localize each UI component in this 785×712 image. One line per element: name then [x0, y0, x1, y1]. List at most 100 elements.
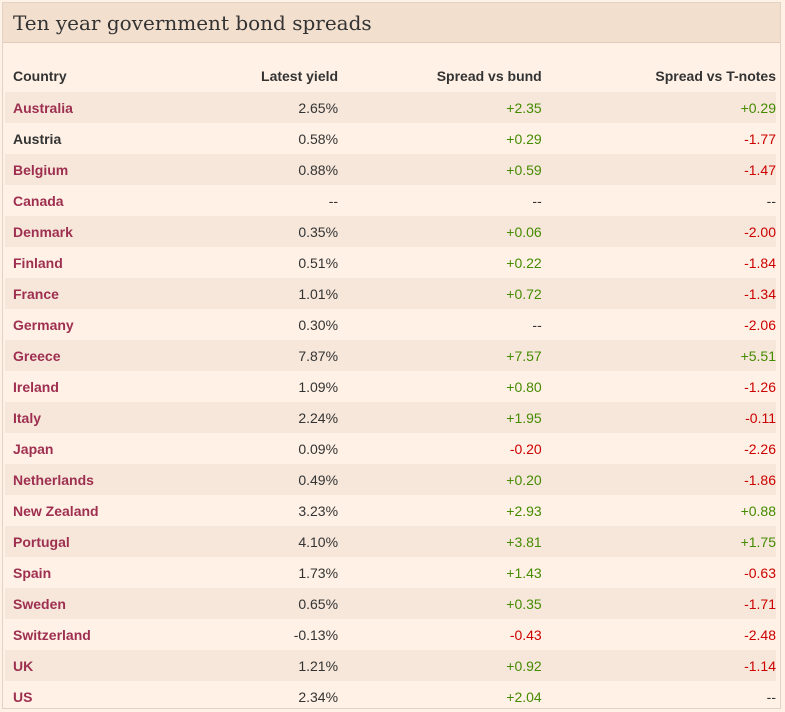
spread-vs-tnotes-cell: +5.51	[541, 340, 776, 371]
spread-vs-bund-cell: +2.93	[506, 502, 542, 519]
table-body: Australia 2.65% +2.35 +0.29 Austria 0.58% +0.2…	[5, 92, 776, 712]
latest-yield-cell: 1.21%	[211, 650, 339, 681]
spread-vs-bund-cell: +7.57	[338, 340, 542, 371]
table-row: France 1.01% +0.72 -1.34	[5, 278, 776, 309]
spread-vs-bund-cell: --	[532, 192, 542, 209]
spread-vs-bund-cell: +0.35	[338, 588, 542, 619]
spread-vs-tnotes-cell: -0.11	[541, 402, 776, 433]
country-link[interactable]: New Zealand	[13, 502, 99, 519]
spread-vs-tnotes-cell: -2.26	[744, 440, 776, 457]
latest-yield-cell: 0.35%	[211, 216, 339, 247]
latest-yield-cell: 0.88%	[211, 154, 339, 185]
table-row: Australia 2.65% +2.35 +0.29	[5, 92, 776, 123]
country-link[interactable]: Belgium	[5, 154, 212, 185]
column-header-spread-vs-bund: Spread vs bund	[436, 67, 542, 84]
spread-vs-bund-cell: +3.81	[338, 526, 542, 557]
country-link[interactable]: France	[5, 278, 212, 309]
spread-vs-bund-cell: +2.04	[506, 688, 542, 705]
spread-vs-tnotes-cell: -2.00	[541, 216, 776, 247]
table-row: Netherlands 0.49% +0.20 -1.86	[5, 464, 776, 495]
spread-vs-bund-cell: +0.20	[338, 464, 542, 495]
latest-yield-cell: 0.30%	[298, 316, 339, 333]
latest-yield-cell: -0.13%	[293, 626, 339, 643]
country-link[interactable]: Finland	[13, 254, 63, 271]
country-link[interactable]: Australia	[5, 92, 212, 123]
table-header-row: Country Latest yield Spread vs bund Spre…	[5, 59, 776, 92]
spread-vs-bund-cell: +1.43	[506, 564, 542, 581]
latest-yield-cell: 0.09%	[298, 440, 339, 457]
column-header-latest-yield: Latest yield	[261, 67, 339, 84]
latest-yield-cell: 7.87%	[211, 340, 339, 371]
latest-yield-cell: 2.65%	[211, 92, 339, 123]
country-link[interactable]: Spain	[13, 564, 52, 581]
country-link[interactable]: UK	[5, 650, 212, 681]
country-link[interactable]: US	[13, 688, 33, 705]
spread-vs-tnotes-cell: +1.75	[541, 526, 776, 557]
spread-vs-tnotes-cell: -0.63	[744, 564, 776, 581]
table-row: Belgium 0.88% +0.59 -1.47	[5, 154, 776, 185]
latest-yield-cell: 2.24%	[211, 402, 339, 433]
table-row: Finland 0.51% +0.22 -1.84	[5, 247, 776, 278]
column-header-spread-vs-tnotes: Spread vs T-notes	[655, 67, 776, 84]
country-link[interactable]: Japan	[13, 440, 54, 457]
country-link[interactable]: Ireland	[13, 378, 59, 395]
spread-vs-bund-cell: +0.72	[338, 278, 542, 309]
latest-yield-cell: 0.65%	[211, 588, 339, 619]
country-name: Austria	[13, 130, 62, 147]
table-row: US 2.34% +2.04 --	[5, 681, 776, 712]
latest-yield-cell: 3.23%	[298, 502, 339, 519]
country-link[interactable]: Sweden	[5, 588, 212, 619]
spread-vs-bund-cell: --	[532, 316, 542, 333]
latest-yield-cell: 1.73%	[298, 564, 339, 581]
latest-yield-cell: 0.51%	[298, 254, 339, 271]
latest-yield-cell: 0.49%	[211, 464, 339, 495]
latest-yield-cell: 0.58%	[298, 130, 339, 147]
spread-vs-bund-cell: +2.35	[338, 92, 542, 123]
spread-vs-tnotes-cell: -1.14	[541, 650, 776, 681]
country-link[interactable]: Canada	[13, 192, 64, 209]
spread-vs-tnotes-cell: -1.77	[744, 130, 776, 147]
panel-header: Ten year government bond spreads	[3, 3, 780, 43]
table-row: New Zealand 3.23% +2.93 +0.88	[5, 495, 776, 526]
spread-vs-tnotes-cell: -1.34	[541, 278, 776, 309]
table-row: Denmark 0.35% +0.06 -2.00	[5, 216, 776, 247]
latest-yield-cell: 1.09%	[298, 378, 339, 395]
country-link[interactable]: Greece	[5, 340, 212, 371]
spread-vs-tnotes-cell: --	[766, 192, 776, 209]
table-row: Spain 1.73% +1.43 -0.63	[5, 557, 776, 588]
country-link[interactable]: Switzerland	[13, 626, 91, 643]
spread-vs-bund-cell: +0.59	[338, 154, 542, 185]
table-row: Ireland 1.09% +0.80 -1.26	[5, 371, 776, 402]
spread-vs-tnotes-cell: -1.84	[744, 254, 776, 271]
table-row: Switzerland -0.13% -0.43 -2.48	[5, 619, 776, 650]
latest-yield-cell: 2.34%	[298, 688, 339, 705]
spread-vs-tnotes-cell: -2.06	[744, 316, 776, 333]
spread-vs-tnotes-cell: -1.86	[541, 464, 776, 495]
country-link[interactable]: Germany	[13, 316, 74, 333]
latest-yield-cell: --	[328, 192, 339, 209]
spread-vs-tnotes-cell: -1.26	[744, 378, 776, 395]
spread-vs-tnotes-cell: -1.47	[541, 154, 776, 185]
page-title: Ten year government bond spreads	[13, 10, 372, 35]
spread-vs-tnotes-cell: +0.88	[740, 502, 776, 519]
table-row: Portugal 4.10% +3.81 +1.75	[5, 526, 776, 557]
spread-vs-bund-cell: +0.06	[338, 216, 542, 247]
spread-vs-tnotes-cell: +0.29	[541, 92, 776, 123]
spread-vs-bund-cell: +0.92	[338, 650, 542, 681]
country-link[interactable]: Portugal	[5, 526, 212, 557]
table-row: Canada -- -- --	[5, 185, 776, 216]
table-row: Greece 7.87% +7.57 +5.51	[5, 340, 776, 371]
country-link[interactable]: Italy	[5, 402, 212, 433]
spread-vs-bund-cell: +0.29	[506, 130, 542, 147]
latest-yield-cell: 1.01%	[211, 278, 339, 309]
country-link[interactable]: Denmark	[5, 216, 212, 247]
country-link[interactable]: Netherlands	[5, 464, 212, 495]
spread-vs-tnotes-cell: --	[766, 688, 776, 705]
bond-spreads-table: Country Latest yield Spread vs bund Spre…	[5, 59, 776, 712]
spread-vs-tnotes-cell: -2.48	[744, 626, 776, 643]
table-row: Italy 2.24% +1.95 -0.11	[5, 402, 776, 433]
table-row: Sweden 0.65% +0.35 -1.71	[5, 588, 776, 619]
column-header-country: Country	[13, 67, 67, 84]
table-row: Germany 0.30% -- -2.06	[5, 309, 776, 340]
